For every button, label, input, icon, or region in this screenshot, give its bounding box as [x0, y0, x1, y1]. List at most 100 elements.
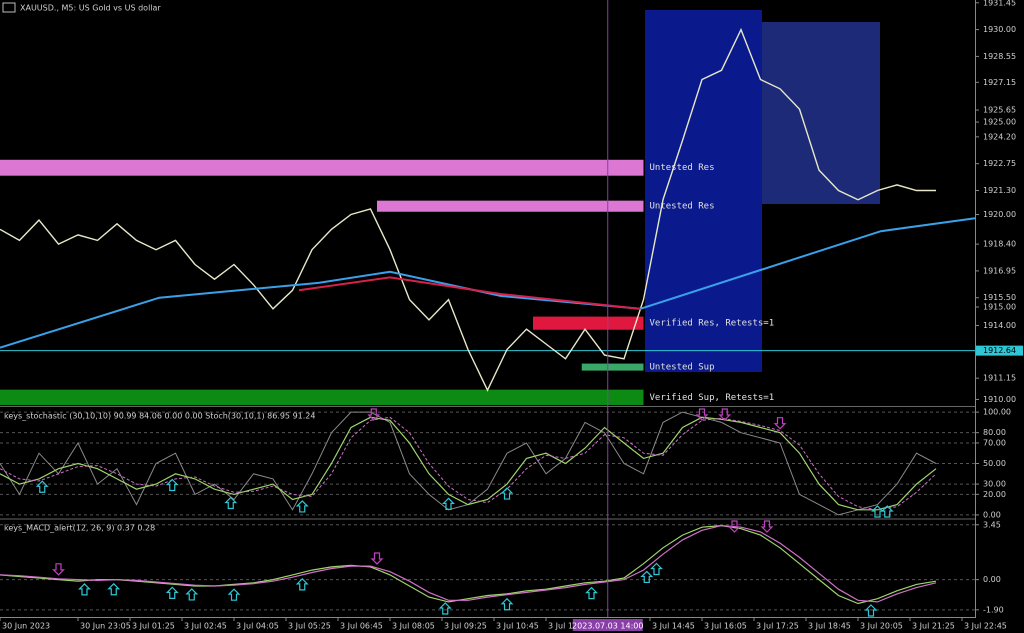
- x-tick-label: 30 Jun 23:05: [80, 622, 131, 631]
- down-arrow: [367, 408, 381, 421]
- series-line: [0, 27, 936, 392]
- y-tick-label: 1915.50: [983, 293, 1016, 302]
- y-tick-label: 1930.00: [983, 25, 1016, 34]
- up-arrow: [650, 562, 663, 576]
- up-arrow: [78, 583, 91, 596]
- y-tick-label: 1928.55: [983, 52, 1016, 61]
- y-tick-label: -1.90: [983, 605, 1004, 614]
- series-line: [0, 416, 937, 511]
- zone: [0, 159, 644, 176]
- down-arrow: [370, 552, 384, 565]
- zone: [0, 389, 644, 405]
- zone: [533, 316, 644, 330]
- series-line: [0, 416, 937, 511]
- x-tick-label: 3 Jul 17:25: [756, 622, 799, 631]
- down-arrow: [773, 417, 787, 430]
- y-tick-label: 1927.15: [983, 78, 1016, 87]
- y-tick-label: 50.00: [983, 459, 1006, 468]
- x-tick-label: 3 Jul 08:05: [392, 622, 435, 631]
- x-tick-label: 3 Jul 18:45: [808, 622, 851, 631]
- y-tick-label: 20.00: [983, 490, 1006, 499]
- cursor-label-box: [572, 619, 643, 631]
- up-arrow: [35, 480, 49, 493]
- chart-title: XAUUSD., M5: US Gold vs US dollar: [20, 4, 161, 13]
- y-tick-label: 80.00: [983, 428, 1006, 437]
- series-line: [298, 276, 641, 310]
- y-tick-label: 1925.00: [983, 118, 1016, 127]
- up-arrow: [585, 586, 598, 600]
- x-tick-label: 3 Jul 09:25: [444, 622, 487, 631]
- zone-label: Verified Res, Retests=1: [650, 319, 775, 329]
- y-tick-label: 1921.30: [983, 186, 1016, 195]
- pane-title: keys_stochastic (30,10,10) 90.99 84.06 0…: [4, 412, 315, 421]
- x-tick-label: 3 Jul 01:25: [132, 622, 175, 631]
- zone-label: Untested Res: [650, 202, 715, 212]
- x-tick-label: 3 Jul 21:25: [912, 622, 955, 631]
- up-arrow: [880, 505, 894, 518]
- up-arrow: [500, 597, 514, 611]
- current-price-box: [976, 345, 1023, 356]
- x-tick-label: 3 Jul 02:45: [184, 622, 227, 631]
- y-tick-label: 1920.00: [983, 210, 1016, 219]
- down-arrow: [760, 520, 774, 533]
- y-tick-label: 1914.00: [983, 321, 1016, 330]
- current-price-label: 1912.64: [983, 346, 1016, 355]
- x-tick-label: 3 Jul 16:05: [704, 622, 747, 631]
- up-arrow: [227, 588, 241, 601]
- cursor-label: 2023.07.03 14:00: [572, 622, 643, 631]
- y-tick-label: 1922.75: [983, 159, 1016, 168]
- zone: [377, 200, 644, 212]
- x-tick-label: 3 Jul 14:45: [652, 622, 695, 631]
- y-tick-label: 1924.20: [983, 132, 1016, 141]
- y-tick-label: 1915.00: [983, 302, 1016, 311]
- up-arrow: [295, 500, 309, 513]
- up-arrow: [295, 578, 309, 591]
- x-tick-label: 3 Jul 22:45: [964, 622, 1007, 631]
- x-tick-label: 3 Jul 04:05: [236, 622, 279, 631]
- y-tick-label: 1910.00: [983, 395, 1016, 404]
- up-arrow: [185, 588, 199, 601]
- zone-label: Untested Res: [650, 163, 715, 173]
- x-tick-label: 3 Jul 20:05: [860, 622, 903, 631]
- range-box: [762, 22, 880, 204]
- down-arrow: [52, 563, 65, 576]
- zone-label: Untested Sup: [650, 363, 715, 373]
- up-arrow: [640, 570, 654, 584]
- up-arrow: [500, 487, 514, 500]
- window-icon[interactable]: [2, 2, 16, 13]
- up-arrow: [864, 604, 878, 617]
- up-arrow: [107, 582, 121, 596]
- down-arrow: [695, 408, 709, 421]
- x-tick-label: 30 Jun 2023: [2, 622, 50, 631]
- range-box: [645, 10, 762, 372]
- y-tick-label: 1916.95: [983, 266, 1016, 275]
- y-tick-label: 100.00: [983, 408, 1011, 417]
- series-line: [0, 524, 937, 603]
- up-arrow: [165, 586, 179, 599]
- y-tick-label: 30.00: [983, 480, 1006, 489]
- y-tick-label: 70.00: [983, 438, 1006, 447]
- y-tick-label: 1918.40: [983, 240, 1016, 249]
- plot-layer: [645, 10, 880, 372]
- pane-title: keys_MACD_alert(12, 26, 9) 0.37 0.28: [4, 524, 155, 533]
- x-tick-label: 3 Jul 10:45: [496, 622, 539, 631]
- y-tick-label: 1911.15: [983, 374, 1016, 383]
- up-arrow: [224, 496, 238, 510]
- y-tick-label: 1931.45: [983, 0, 1016, 7]
- y-tick-label: 3.45: [983, 520, 1001, 529]
- x-tick-label: 3 Jul 06:45: [340, 622, 383, 631]
- down-arrow: [728, 520, 741, 533]
- series-line: [0, 524, 937, 605]
- x-tick-label: 3 Jul 12:05: [548, 622, 591, 631]
- zone-label: Verified Sup, Retests=1: [650, 393, 775, 403]
- up-arrow: [438, 602, 452, 615]
- series-line: [0, 217, 976, 349]
- up-arrow: [165, 478, 179, 492]
- up-arrow: [442, 497, 455, 510]
- y-tick-label: 1925.65: [983, 106, 1016, 115]
- down-arrow: [718, 408, 732, 421]
- zone: [581, 363, 644, 371]
- x-tick-label: 3 Jul 05:25: [288, 622, 331, 631]
- y-tick-label: 0.00: [983, 575, 1001, 584]
